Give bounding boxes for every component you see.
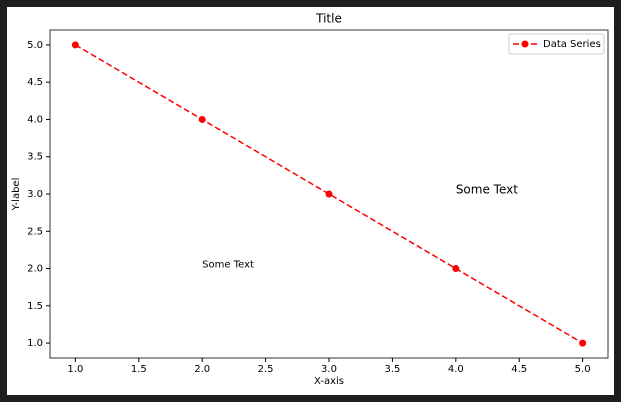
x-tick-label: 2.5 [258,364,274,375]
y-tick-label: 5.0 [27,40,43,51]
data-point [579,339,587,347]
y-tick-label: 4.5 [27,77,43,88]
data-point [198,115,206,123]
y-tick-label: 3.5 [27,152,43,163]
legend-box [508,33,605,55]
y-tick-label: 4.0 [27,114,43,125]
data-point [452,265,460,273]
figure [7,7,614,395]
y-tick-label: 3.0 [27,189,43,200]
x-tick-label: 2.0 [194,364,210,375]
x-tick-label: 5.0 [575,364,591,375]
x-axis-label: X-axis [314,376,344,387]
x-tick-label: 1.0 [67,364,83,375]
x-tick-label: 4.0 [448,364,464,375]
series-line [74,44,584,344]
legend-marker [521,40,529,48]
annotation: Some Text [202,260,254,271]
annotation: Some Text [456,183,518,197]
x-tick-label: 3.5 [384,364,400,375]
y-tick-label: 2.5 [27,226,43,237]
y-tick-label: 2.0 [27,264,43,275]
y-axis-label: Y-label [11,178,22,212]
chart-title: Title [315,12,342,26]
data-point [71,41,79,49]
x-tick-label: 1.5 [131,364,147,375]
legend-label: Data Series [543,39,601,50]
x-tick-label: 3.0 [321,364,337,375]
x-tick-label: 4.5 [511,364,527,375]
data-point [325,190,333,198]
y-tick-label: 1.5 [27,301,43,312]
y-tick-label: 1.0 [27,338,43,349]
